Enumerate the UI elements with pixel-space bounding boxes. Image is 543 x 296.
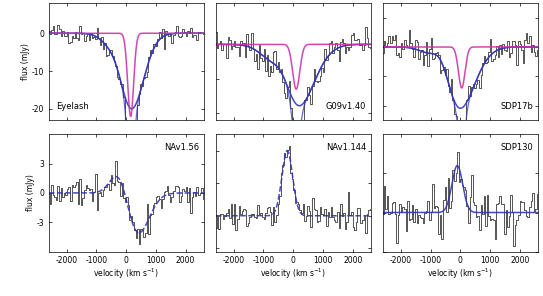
Text: SDP17b: SDP17b [500,102,533,111]
Y-axis label: flux (mJy): flux (mJy) [21,43,30,80]
Y-axis label: flux (mJy): flux (mJy) [26,175,35,211]
X-axis label: velocity (km s$^{-1}$): velocity (km s$^{-1}$) [260,267,326,281]
Text: G09v1.40: G09v1.40 [326,102,366,111]
Text: NAv1.144: NAv1.144 [326,143,366,152]
Text: NAv1.56: NAv1.56 [164,143,199,152]
Text: Eyelash: Eyelash [56,102,90,111]
Text: SDP130: SDP130 [500,143,533,152]
X-axis label: velocity (km s$^{-1}$): velocity (km s$^{-1}$) [93,267,159,281]
X-axis label: velocity (km s$^{-1}$): velocity (km s$^{-1}$) [427,267,493,281]
